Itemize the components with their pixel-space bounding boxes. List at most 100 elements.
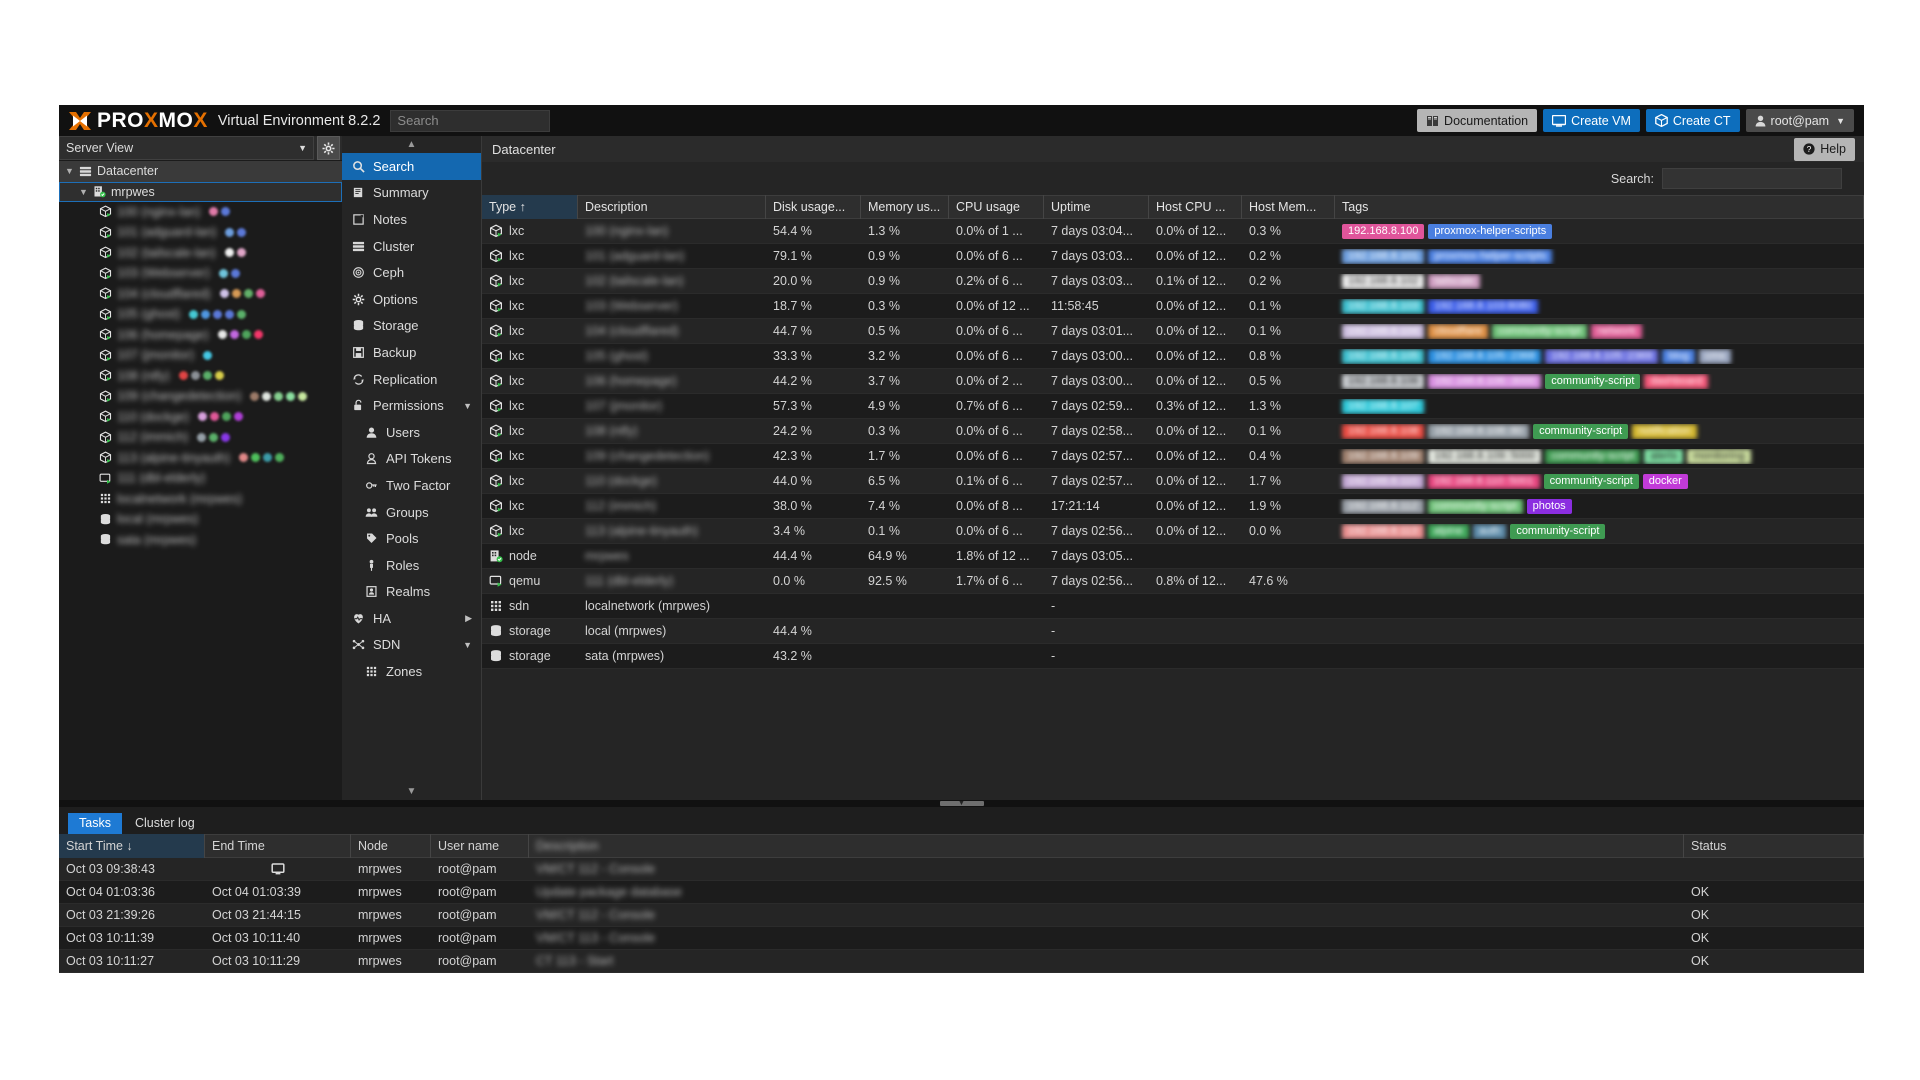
resource-row[interactable]: lxc 102 (tailscale-lan) 20.0 % 0.9 % 0.2% of… — [482, 269, 1864, 294]
resource-row[interactable]: lxc 105 (ghost) 33.3 % 3.2 % 0.0% of 6 ... 7 … — [482, 344, 1864, 369]
resource-row[interactable]: lxc 110 (dockge) 44.0 % 6.5 % 0.1% of 6 ... 7… — [482, 469, 1864, 494]
tag-chip[interactable]: 192.168.8.105 — [1342, 348, 1425, 364]
tree-item-105-ghost[interactable]: 105 (ghost) — [59, 304, 342, 325]
task-col-header-end-time[interactable]: End Time — [205, 834, 351, 858]
task-col-header-status[interactable]: Status — [1684, 834, 1864, 858]
resource-row[interactable]: lxc 104 (cloudflared) 44.7 % 0.5 % 0.0% of 6… — [482, 319, 1864, 344]
resource-row[interactable]: lxc 103 (Webserver) 18.7 % 0.3 % 0.0% of 12 … — [482, 294, 1864, 319]
tag-chip[interactable]: notification — [1632, 423, 1697, 439]
tree-item-101-adguard-lan[interactable]: 101 (adguard-lan) — [59, 222, 342, 243]
nav-item-storage[interactable]: Storage — [342, 313, 481, 340]
nav-item-permissions[interactable]: Permissions ▼ — [342, 392, 481, 419]
tag-chip[interactable]: 192.168.8.110 — [1342, 473, 1424, 489]
tag-chip[interactable]: 192.168.8.104 — [1342, 323, 1425, 339]
nav-item-options[interactable]: Options — [342, 286, 481, 313]
tag-chip[interactable]: community-script — [1492, 323, 1588, 339]
tree-item-102-tailscale-lan[interactable]: 102 (tailscale-lan) — [59, 243, 342, 264]
nav-item-users[interactable]: Users — [342, 419, 481, 446]
tag-chip[interactable]: dashboard — [1644, 373, 1709, 389]
resource-row[interactable]: lxc 109 (changedetection) 42.3 % 1.7 % 0.0% … — [482, 444, 1864, 469]
tree-item-110-dockge[interactable]: 110 (dockge) — [59, 407, 342, 428]
tree-item-local-mrpwes[interactable]: local (mrpwes) — [59, 509, 342, 530]
task-row[interactable]: Oct 03 09:38:43 mrpwes root@pam VM/CT 112 -… — [59, 858, 1864, 881]
tag-chip[interactable]: 192.168.8.106::3000 — [1428, 373, 1542, 389]
tag-chip[interactable]: 192.168.8.110::5001 — [1427, 473, 1540, 489]
tag-chip[interactable]: 192.168.8.108 — [1342, 423, 1425, 439]
tag-chip[interactable]: network — [1591, 323, 1642, 339]
create-ct-button[interactable]: Create CT — [1645, 109, 1740, 132]
task-col-header-description[interactable]: Description — [529, 834, 1684, 858]
tag-chip[interactable]: 192.168.8.102 — [1342, 273, 1425, 289]
nav-scroll-up-icon[interactable]: ▲ — [406, 139, 417, 150]
tag-chip[interactable]: 192.168.8.103:8080 — [1428, 298, 1539, 314]
grid-col-header-disk-usage[interactable]: Disk usage... — [766, 195, 861, 219]
tree-item-103-webserver[interactable]: 103 (Webserver) — [59, 263, 342, 284]
server-tree[interactable]: ▼ Datacenter ▼ mrpwes 100 (nginx-lan) 101 (ad… — [59, 160, 342, 800]
task-col-header-start-time[interactable]: Start Time ↓ — [59, 834, 205, 858]
tree-item-106-homepage[interactable]: 106 (homepage) — [59, 325, 342, 346]
tree-item-mrpwes[interactable]: ▼ mrpwes — [59, 181, 342, 202]
tag-chip[interactable]: community-script — [1545, 373, 1641, 389]
tag-chip[interactable]: community-script — [1510, 523, 1606, 539]
nav-item-realms[interactable]: Realms — [342, 579, 481, 606]
resource-row[interactable]: sdn localnetwork (mrpwes) - — [482, 594, 1864, 619]
tree-item-111-dbl-elderly[interactable]: 111 (dbl-elderly) — [59, 468, 342, 489]
grid-col-header-uptime[interactable]: Uptime — [1044, 195, 1149, 219]
grid-col-header-host-cpu[interactable]: Host CPU ... — [1149, 195, 1242, 219]
tree-item-datacenter[interactable]: ▼ Datacenter — [59, 161, 342, 182]
grid-col-header-tags[interactable]: Tags — [1335, 195, 1864, 219]
tag-chip[interactable]: 192.168.8.101 — [1342, 248, 1425, 264]
nav-item-replication[interactable]: Replication — [342, 366, 481, 393]
sidebar-settings-button[interactable] — [317, 136, 340, 160]
tag-chip[interactable]: proxmox-helper-scripts — [1428, 248, 1553, 264]
tag-chip[interactable]: 192.168.8.112 — [1342, 498, 1424, 514]
chevron-down-icon[interactable]: ▼ — [65, 166, 74, 177]
tag-chip[interactable]: proxmox-helper-scripts — [1428, 223, 1553, 239]
tag-chip[interactable]: 192.168.8.107 — [1342, 398, 1425, 414]
resource-row[interactable]: lxc 113 (alpine-tinyauth) 3.4 % 0.1 % 0.0% o… — [482, 519, 1864, 544]
panel-splitter[interactable]: ▼ — [59, 800, 1864, 807]
nav-item-roles[interactable]: Roles — [342, 552, 481, 579]
tag-chip[interactable]: blog — [1662, 348, 1696, 364]
global-search-input[interactable]: Search — [390, 109, 551, 132]
grid-col-header-cpu-usage[interactable]: CPU usage — [949, 195, 1044, 219]
tag-chip[interactable]: 192.168.8.113 — [1342, 523, 1424, 539]
resource-row[interactable]: storage sata (mrpwes) 43.2 % - — [482, 644, 1864, 669]
grid-col-header-type[interactable]: Type ↑ — [482, 195, 578, 219]
create-vm-button[interactable]: Create VM — [1543, 109, 1640, 132]
grid-col-header-host-mem[interactable]: Host Mem... — [1242, 195, 1335, 219]
task-row[interactable]: Oct 04 01:03:36 Oct 04 01:03:39 mrpwes root… — [59, 881, 1864, 904]
nav-item-api-tokens[interactable]: API Tokens — [342, 446, 481, 473]
tag-chip[interactable]: cloudflare — [1428, 323, 1489, 339]
resource-row[interactable]: lxc 108 (ntfy) 24.2 % 0.3 % 0.0% of 6 ... 7 d… — [482, 419, 1864, 444]
grid-search-input[interactable] — [1662, 168, 1842, 189]
task-row[interactable]: Oct 03 10:11:27 Oct 03 10:11:29 mrpwes root… — [59, 950, 1864, 973]
nav-item-zones[interactable]: Zones — [342, 658, 481, 685]
chevron-down-icon[interactable]: ▼ — [463, 400, 472, 411]
tree-item-sata-mrpwes[interactable]: sata (mrpwes) — [59, 530, 342, 551]
tag-chip[interactable]: 192.168.8.109 — [1342, 448, 1425, 464]
chevron-down-icon[interactable]: ▼ — [79, 186, 88, 197]
tag-chip[interactable]: community-script — [1427, 498, 1523, 514]
tag-chip[interactable]: 192.168.8.105::2369 — [1545, 348, 1659, 364]
tag-chip[interactable]: cms — [1699, 348, 1732, 364]
grid-col-header-description[interactable]: Description — [578, 195, 766, 219]
task-row[interactable]: Oct 03 10:11:39 Oct 03 10:11:40 mrpwes root… — [59, 927, 1864, 950]
resource-row[interactable]: lxc 107 (jmonitor) 57.3 % 4.9 % 0.7% of 6 ..… — [482, 394, 1864, 419]
splitter-grip[interactable]: ▼ — [939, 800, 984, 807]
tag-chip[interactable]: 192.168.8.100 — [1342, 223, 1425, 239]
tree-item-104-cloudflared[interactable]: 104 (cloudflared) — [59, 284, 342, 305]
tree-item-100-nginx-lan[interactable]: 100 (nginx-lan) — [59, 202, 342, 223]
user-menu-button[interactable]: root@pam ▼ — [1745, 109, 1854, 132]
nav-item-summary[interactable]: Summary — [342, 180, 481, 207]
tag-chip[interactable]: auth — [1472, 523, 1507, 539]
nav-scroll-down-icon[interactable]: ▼ — [406, 786, 417, 797]
tree-item-107-jmonitor[interactable]: 107 (jmonitor) — [59, 345, 342, 366]
tag-chip[interactable]: community-script — [1543, 473, 1639, 489]
tree-item-112-immich[interactable]: 112 (immich) — [59, 427, 342, 448]
task-log-body[interactable]: Oct 03 09:38:43 mrpwes root@pam VM/CT 112 -… — [59, 858, 1864, 973]
help-button[interactable]: ? Help — [1794, 137, 1855, 161]
grid-col-header-memory-us[interactable]: Memory us... — [861, 195, 949, 219]
task-col-header-node[interactable]: Node — [351, 834, 431, 858]
tag-chip[interactable]: monitoring — [1687, 448, 1751, 464]
